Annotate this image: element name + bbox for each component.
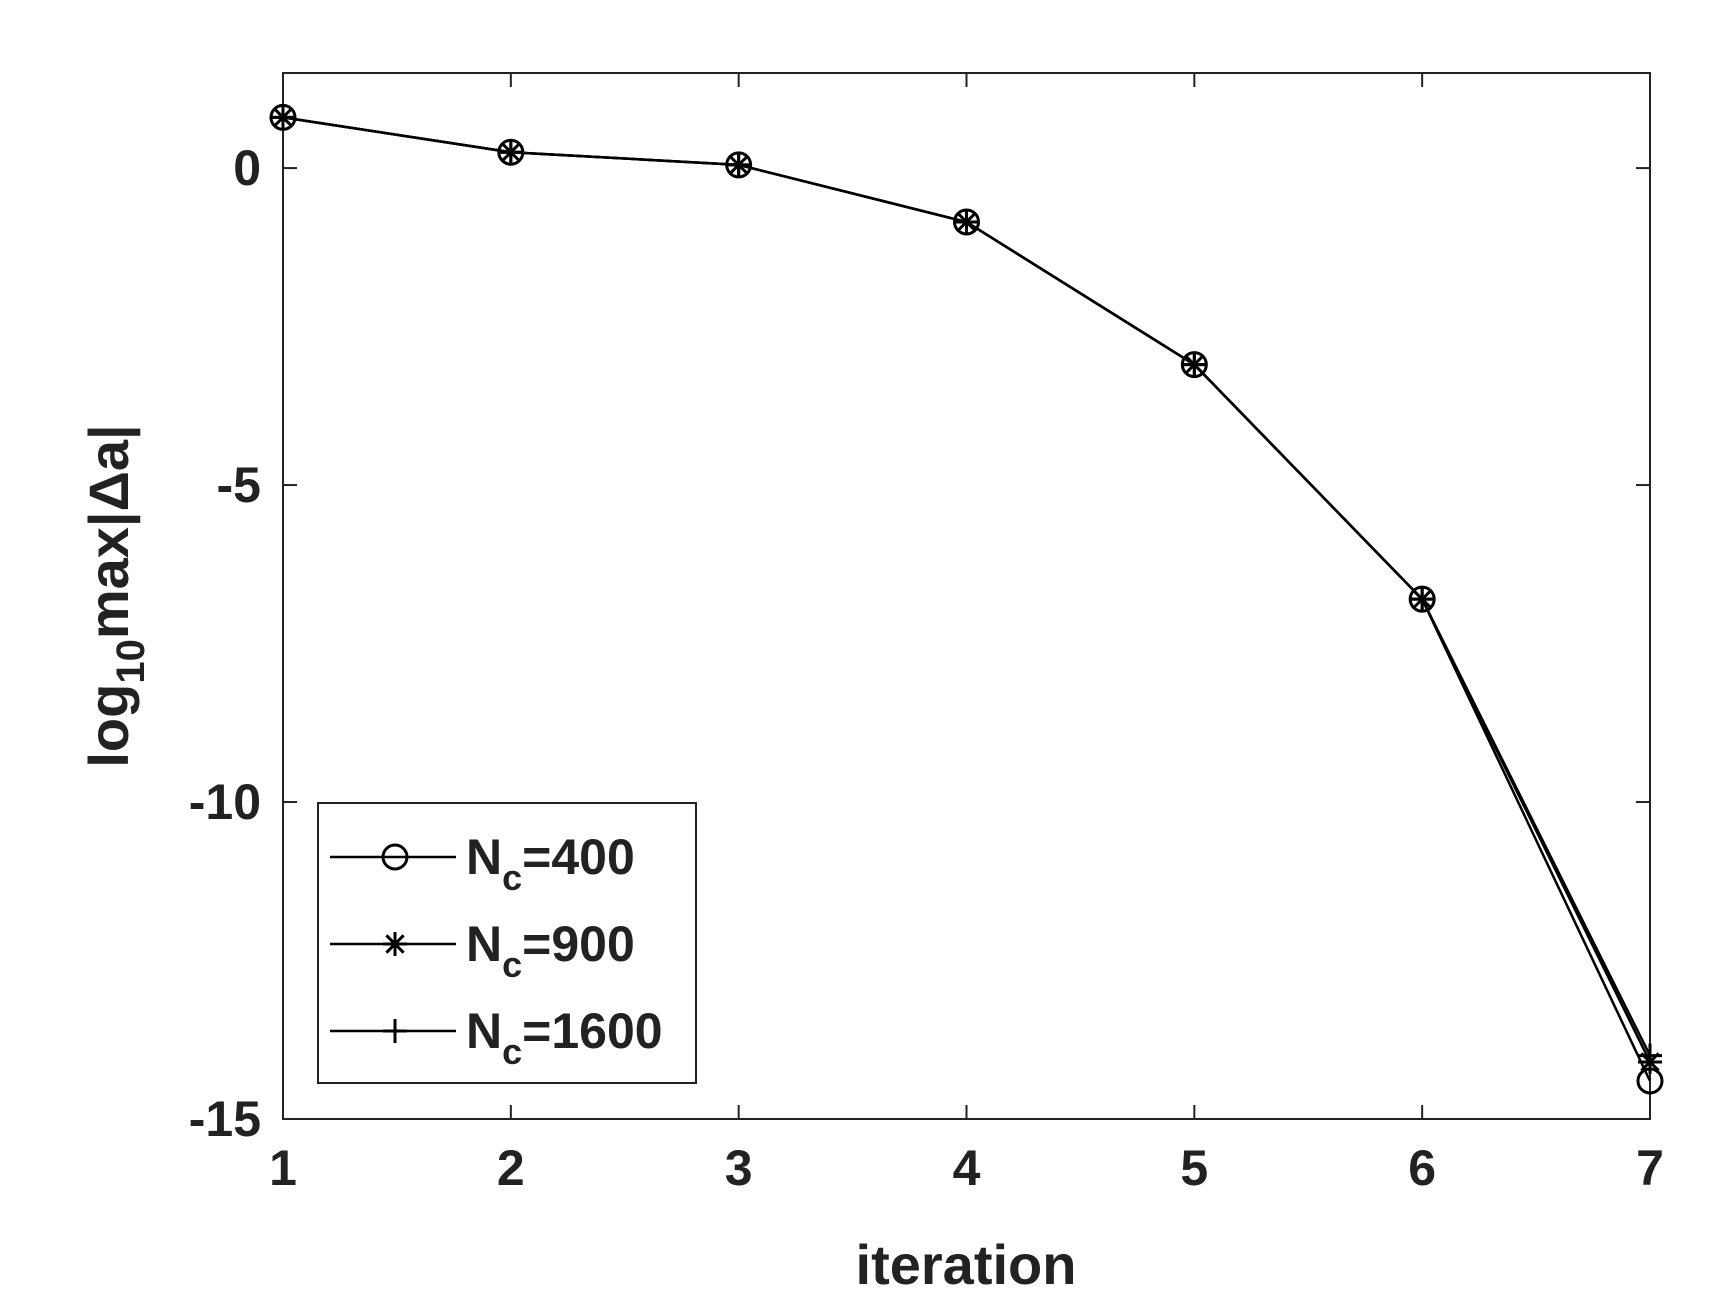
- data-point-plus: [726, 152, 751, 177]
- data-point-plus: [1182, 352, 1207, 377]
- y-axis-label: log10max|Δa|: [77, 424, 153, 767]
- y-tick-label: -15: [189, 1091, 261, 1147]
- x-tick-label: 7: [1636, 1140, 1664, 1196]
- data-point-plus: [498, 140, 523, 165]
- data-point-plus: [954, 209, 979, 234]
- legend-label: Nc=900: [466, 916, 635, 985]
- series-layer: [269, 103, 1664, 1095]
- y-tick-labels: 0 -5 -10 -15: [189, 140, 261, 1147]
- legend-item: Nc=1600: [330, 1003, 663, 1072]
- y-tick-label: 0: [233, 140, 261, 196]
- x-tick-label: 4: [953, 1140, 981, 1196]
- legend-marker-plus: [383, 1019, 407, 1043]
- x-axis-label: iteration: [856, 1233, 1077, 1296]
- x-tick-label: 1: [269, 1140, 297, 1196]
- legend-marker-circle: [381, 843, 409, 871]
- y-tick-label: -5: [217, 457, 261, 513]
- legend: Nc=400 Nc=900 Nc=1600: [317, 802, 697, 1084]
- y-label-subscript: 10: [109, 639, 153, 684]
- y-label-suffix: max|Δa|: [77, 424, 141, 639]
- x-tick-label: 5: [1180, 1140, 1208, 1196]
- legend-items: Nc=400 Nc=900 Nc=1600: [330, 829, 663, 1072]
- data-point-plus: [1638, 1043, 1662, 1068]
- x-tick-label: 2: [497, 1140, 525, 1196]
- y-tick-label: -10: [189, 774, 261, 830]
- y-label-prefix: log: [77, 684, 140, 768]
- data-point-plus: [1410, 587, 1435, 612]
- legend-label: Nc=1600: [466, 1003, 663, 1072]
- legend-label: Nc=400: [466, 829, 635, 898]
- legend-item: Nc=400: [330, 829, 635, 898]
- legend-item: Nc=900: [330, 916, 635, 985]
- axis-ticks: [282, 73, 1651, 1120]
- series-plus: [271, 105, 1662, 1068]
- data-point-plus: [271, 105, 295, 130]
- x-tick-label: 6: [1408, 1140, 1436, 1196]
- x-tick-label: 3: [725, 1140, 753, 1196]
- x-tick-labels: 1 2 3 4 5 6 7: [269, 1140, 1664, 1196]
- legend-marker-asterisk: [383, 932, 407, 956]
